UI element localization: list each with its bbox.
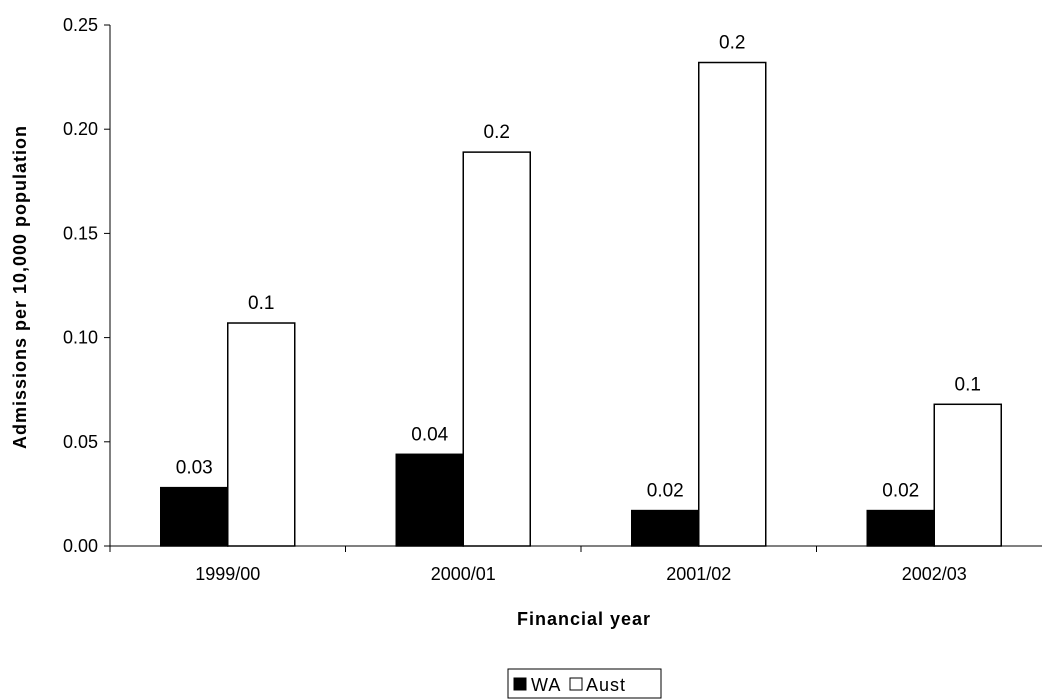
- data-label-aust: 0.2: [719, 33, 745, 54]
- data-label-aust: 0.2: [484, 122, 510, 143]
- y-tick-label: 0.05: [63, 432, 98, 452]
- legend-label-wa: WA: [531, 675, 561, 695]
- legend: WA Aust: [507, 668, 662, 699]
- x-tick-label: 1999/00: [195, 564, 260, 584]
- data-label-wa: 0.02: [882, 481, 919, 502]
- y-tick-label: 0.20: [63, 119, 98, 139]
- bar-aust-1999-00: [227, 322, 296, 547]
- y-axis-ticks: 0.00 0.05 0.10 0.15 0.20 0.25: [63, 15, 110, 556]
- legend-label-aust: Aust: [586, 675, 626, 695]
- bars: [160, 61, 1002, 547]
- bar-wa-2001-02: [631, 509, 700, 547]
- bar-aust-2001-02: [698, 61, 767, 547]
- x-axis-ticks: 1999/00 2000/01 2001/02 2002/03: [109, 546, 967, 584]
- data-labels: 0.03 0.04 0.02 0.02 0.1 0.2 0.2 0.1: [176, 33, 981, 502]
- x-tick-label: 2002/03: [902, 564, 967, 584]
- bar-aust-2000-01: [462, 151, 531, 547]
- data-label-wa: 0.02: [647, 481, 684, 502]
- y-tick-label: 0.00: [63, 536, 98, 556]
- data-label-wa: 0.03: [176, 458, 213, 479]
- bar-wa-2002-03: [866, 509, 935, 547]
- data-label-aust: 0.1: [955, 374, 981, 395]
- legend-frame: [507, 668, 662, 699]
- y-tick-label: 0.15: [63, 223, 98, 243]
- y-tick-label: 0.10: [63, 328, 98, 348]
- data-label-wa: 0.04: [411, 424, 448, 445]
- bar-wa-2000-01: [395, 453, 464, 547]
- y-tick-label: 0.25: [63, 15, 98, 35]
- x-axis-title: Financial year: [517, 609, 651, 629]
- x-tick-label: 2000/01: [431, 564, 496, 584]
- y-axis-title: Admissions per 10,000 population: [10, 125, 30, 449]
- x-tick-label: 2001/02: [666, 564, 731, 584]
- legend-swatch-wa: [513, 677, 527, 691]
- bar-wa-1999-00: [160, 486, 229, 547]
- bar-aust-2002-03: [933, 403, 1002, 547]
- legend-swatch-aust: [569, 677, 583, 691]
- data-label-aust: 0.1: [248, 293, 274, 314]
